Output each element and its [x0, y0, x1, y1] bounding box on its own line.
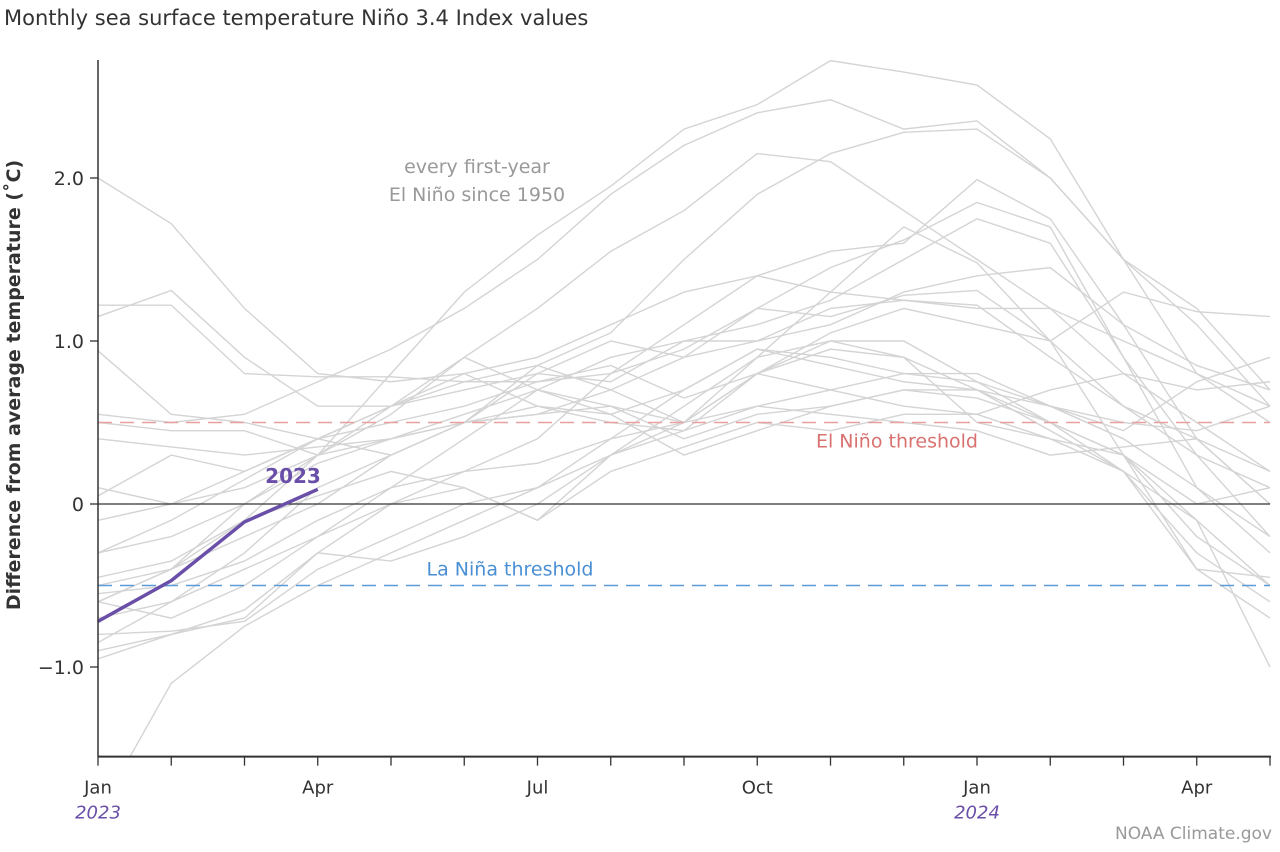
x-tick-label: Jan	[962, 778, 991, 799]
background-series-line	[98, 152, 1271, 603]
background-series-line	[98, 99, 1271, 424]
x-tick-label: Apr	[1181, 778, 1213, 799]
x-year-label: 2024	[954, 803, 1000, 824]
background-series-line	[98, 389, 1271, 668]
background-series-line	[98, 217, 1271, 554]
background-series-line	[98, 128, 1271, 521]
background-series-line	[98, 307, 1271, 489]
background-series-line	[98, 226, 1271, 644]
x-tick-label: Oct	[742, 778, 773, 799]
x-year-label: 2023	[75, 803, 121, 824]
background-series-line	[98, 340, 1271, 660]
threshold-label: La Niña threshold	[427, 559, 594, 581]
y-tick-label: −1.0	[38, 657, 84, 679]
y-tick-label: 0	[72, 494, 84, 516]
chart-title: Monthly sea surface temperature Niño 3.4…	[4, 6, 589, 30]
background-series-line	[98, 389, 1271, 456]
background-series-line	[129, 340, 1271, 757]
highlight-label: 2023	[265, 464, 321, 488]
y-tick-label: 2.0	[54, 168, 84, 190]
background-label: every first-year	[404, 156, 550, 178]
background-series-line	[98, 177, 1271, 407]
y-axis-label: Difference from average temperature (˚C)	[2, 160, 25, 610]
background-series-line	[98, 201, 1271, 619]
y-tick-label: 1.0	[54, 331, 84, 353]
x-tick-label: Apr	[302, 778, 334, 799]
background-series-line	[98, 372, 1271, 619]
background-series-line	[98, 59, 1271, 587]
background-series-line	[98, 178, 1271, 652]
background-label: El Niño since 1950	[389, 184, 565, 206]
threshold-label: El Niño threshold	[816, 431, 978, 453]
background-series-line	[98, 266, 1271, 407]
x-tick-label: Jan	[83, 778, 112, 799]
x-tick-label: Jul	[526, 778, 549, 799]
background-series-line	[98, 289, 1271, 383]
credit-text: NOAA Climate.gov	[1114, 824, 1272, 844]
highlight-2023-line	[97, 487, 319, 623]
